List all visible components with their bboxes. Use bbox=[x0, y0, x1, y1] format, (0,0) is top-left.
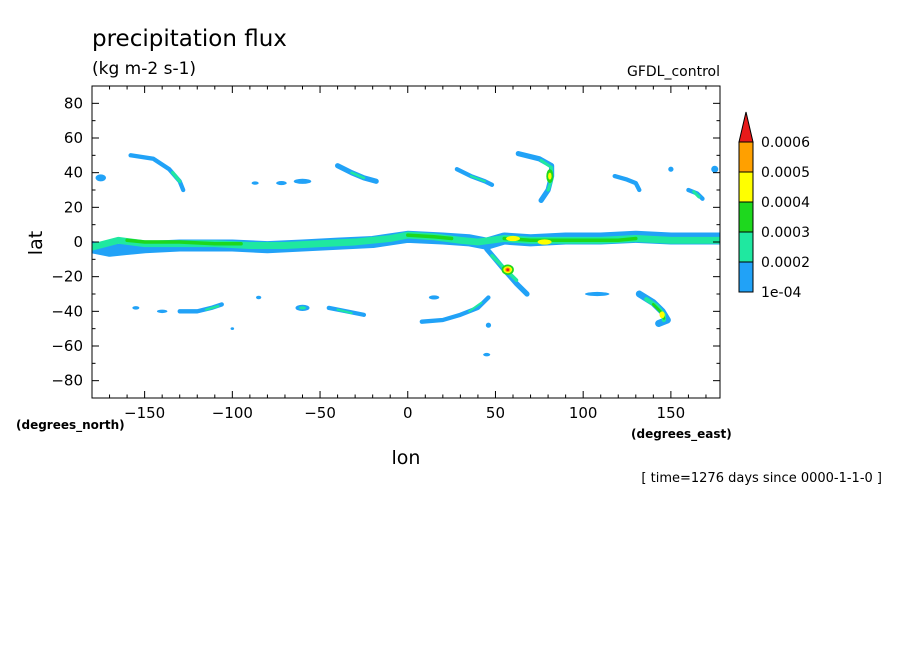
contour-fields bbox=[92, 151, 720, 357]
x-tick-label: 100 bbox=[569, 404, 598, 422]
x-axis-ticks: −150 −100 −50 0 50 100 150 bbox=[109, 86, 707, 422]
contour-blob-40 bbox=[428, 295, 440, 300]
x-tick-label: −50 bbox=[304, 404, 336, 422]
y-tick-label: −80 bbox=[51, 372, 83, 390]
colorbar-label: 0.0006 bbox=[761, 135, 810, 151]
y-tick-label: 20 bbox=[64, 198, 83, 216]
colorbar-swatch-4 bbox=[738, 171, 754, 203]
colorbar-swatch-5 bbox=[738, 141, 754, 173]
colorbar: 1e-04 0.0002 0.0003 0.0004 0.0005 0.0006 bbox=[738, 111, 810, 301]
run-label: GFDL_control bbox=[627, 64, 720, 80]
x-tick-label: 50 bbox=[486, 404, 505, 422]
colorbar-swatch-1 bbox=[738, 261, 754, 293]
y-tick-label: −20 bbox=[51, 268, 83, 286]
contour-blob-49 bbox=[230, 327, 235, 331]
x-tick-label: 0 bbox=[403, 404, 413, 422]
y-tick-label: −40 bbox=[51, 302, 83, 320]
y-unit-label: (degrees_north) bbox=[16, 418, 125, 433]
contour-blob-48 bbox=[485, 322, 492, 328]
contour-band-39 bbox=[468, 301, 483, 313]
y-tick-label: −60 bbox=[51, 337, 83, 355]
contour-blob-28 bbox=[251, 181, 259, 185]
contour-band-33 bbox=[204, 304, 220, 311]
x-tick-label: 150 bbox=[657, 404, 686, 422]
chart-units: (kg m-2 s-1) bbox=[92, 59, 196, 79]
colorbar-label: 0.0004 bbox=[761, 195, 810, 211]
y-tick-label: 40 bbox=[64, 164, 83, 182]
colorbar-swatch-2 bbox=[738, 231, 754, 263]
colorbar-extend-arrow bbox=[738, 111, 754, 143]
x-tick-label: −100 bbox=[212, 404, 253, 422]
contour-band-2 bbox=[125, 238, 243, 246]
colorbar-label: 1e-04 bbox=[761, 285, 801, 301]
contour-blob-5 bbox=[505, 235, 521, 242]
y-axis-label: lat bbox=[25, 231, 47, 255]
contour-blob-12 bbox=[506, 268, 510, 272]
contour-blob-44 bbox=[659, 311, 665, 319]
contour-blob-50 bbox=[132, 306, 140, 310]
contour-blob-46 bbox=[156, 309, 168, 314]
contour-blob-51 bbox=[256, 295, 262, 300]
y-tick-label: 80 bbox=[64, 94, 83, 112]
x-axis-label: lon bbox=[392, 447, 421, 469]
contour-band-4 bbox=[502, 236, 638, 243]
contour-blob-31 bbox=[668, 166, 674, 172]
y-axis-ticks: −80 −60 −40 −20 0 20 40 60 80 bbox=[51, 85, 720, 399]
time-label: [ time=1276 days since 0000-1-1-0 ] bbox=[641, 471, 882, 486]
contour-band-38 bbox=[419, 295, 491, 324]
x-tick-label: −150 bbox=[124, 404, 165, 422]
contour-blob-29 bbox=[95, 174, 107, 182]
contour-blob-30 bbox=[711, 165, 719, 173]
contour-blob-6 bbox=[537, 239, 552, 245]
colorbar-label: 0.0002 bbox=[761, 255, 810, 271]
contour-blob-22 bbox=[548, 172, 552, 180]
colorbar-label: 0.0003 bbox=[761, 225, 810, 241]
contour-band-23 bbox=[612, 173, 642, 193]
colorbar-label: 0.0005 bbox=[761, 165, 810, 181]
y-tick-label: 0 bbox=[73, 233, 83, 251]
contour-band-3 bbox=[406, 233, 454, 241]
contour-band-13 bbox=[128, 153, 186, 193]
chart-title: precipitation flux bbox=[92, 26, 287, 52]
contour-band-16 bbox=[350, 171, 366, 180]
contour-blob-35 bbox=[298, 306, 307, 310]
x-unit-label: (degrees_east) bbox=[631, 427, 732, 442]
contour-blob-47 bbox=[483, 352, 491, 357]
contour-band-14 bbox=[170, 170, 182, 184]
contour-blob-27 bbox=[276, 180, 287, 186]
contour-blob-45 bbox=[584, 291, 610, 297]
y-tick-label: 60 bbox=[64, 129, 83, 147]
colorbar-swatch-3 bbox=[738, 201, 754, 233]
contour-band-25 bbox=[692, 190, 701, 199]
contour-band-15 bbox=[335, 163, 379, 184]
contour-band-18 bbox=[469, 175, 486, 183]
contour-blob-26 bbox=[293, 178, 312, 184]
contour-band-37 bbox=[336, 308, 353, 315]
